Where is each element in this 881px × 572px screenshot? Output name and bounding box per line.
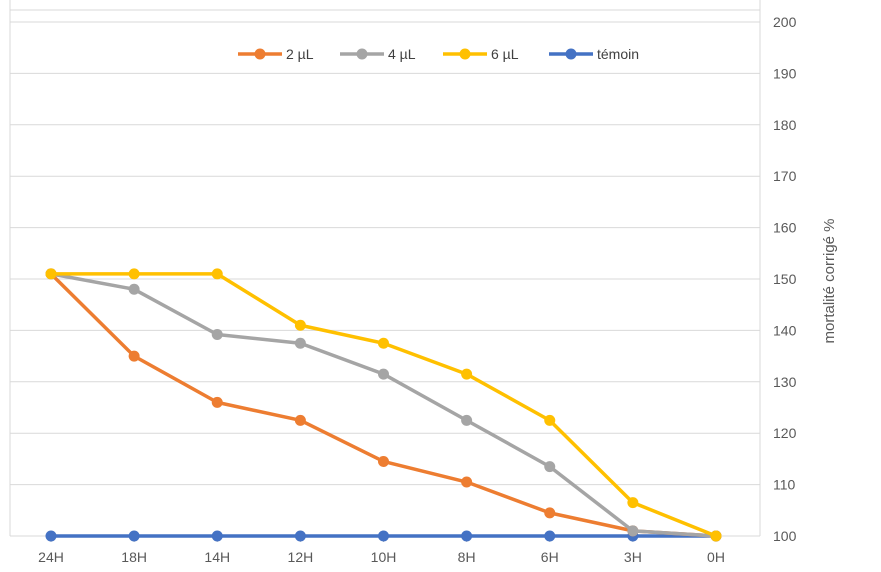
x-tick-label: 18H [121,549,147,565]
series-lines [45,268,722,542]
x-tick-label: 0H [707,549,725,565]
x-tick-label: 10H [371,549,397,565]
legend-label: témoin [597,46,639,62]
y-tick-label: 130 [773,374,797,390]
series-line [49,272,718,538]
y-tick-label: 150 [773,271,797,287]
data-point [294,319,306,331]
gridlines [9,0,760,537]
data-point [627,525,639,537]
legend-item: 4 µL [340,46,416,62]
legend-label: 4 µL [388,46,416,62]
series-2 [45,268,722,542]
data-point [128,350,140,362]
y-tick-label: 120 [773,425,797,441]
y-tick-label: 190 [773,65,797,81]
legend-label: 2 µL [286,46,314,62]
legend-swatch-marker [356,48,368,60]
legend: 2 µL 4 µL 6 µL témoin [238,46,639,62]
data-point [211,396,223,408]
data-point [461,530,473,542]
legend-label: 6 µL [491,46,519,62]
series-line [49,272,718,538]
data-point [544,414,556,426]
data-point [128,283,140,295]
data-point [294,337,306,349]
x-tick-label: 24H [38,549,64,565]
data-point [461,368,473,380]
data-point [378,368,389,380]
x-tick-label: 6H [541,549,559,565]
data-point [627,497,639,509]
data-point [710,530,722,542]
legend-item: 6 µL [443,46,519,62]
series-4 [45,530,722,542]
series-1 [45,268,722,542]
data-point [294,530,306,542]
data-point [128,268,140,280]
data-point [461,414,473,426]
data-point [211,530,223,542]
data-point [544,530,556,542]
series-3 [45,268,722,542]
y-tick-label: 140 [773,322,797,338]
data-point [544,461,556,473]
data-point [211,268,223,280]
legend-swatch-marker [459,48,471,60]
data-point [378,337,389,349]
x-tick-label: 3H [624,549,642,565]
data-point [294,414,306,426]
series-line [49,272,718,538]
legend-item: témoin [549,46,639,62]
legend-swatch-marker [565,48,577,60]
data-point [128,530,140,542]
y-tick-label: 100 [773,528,797,544]
x-tick-label: 14H [204,549,230,565]
data-point [211,329,223,341]
data-point [45,268,57,280]
x-tick-label: 12H [288,549,314,565]
x-tick-label: 8H [458,549,476,565]
y-tick-label: 170 [773,168,797,184]
y-tick-label: 180 [773,117,797,133]
legend-item: 2 µL [238,46,314,62]
y-tick-label: 160 [773,220,797,236]
y-axis-title: mortalité corrigé % [821,218,838,343]
data-point [45,530,57,542]
data-point [461,476,473,488]
data-point [378,530,389,542]
data-point [544,507,556,519]
y-tick-label: 200 [773,14,797,30]
y-tick-label: 110 [773,477,796,493]
data-point [378,455,389,467]
legend-swatch-marker [254,48,266,60]
axes: 100 110 120 130 140 150 160 170 180 190 200 24H 18H 1… [38,0,797,565]
